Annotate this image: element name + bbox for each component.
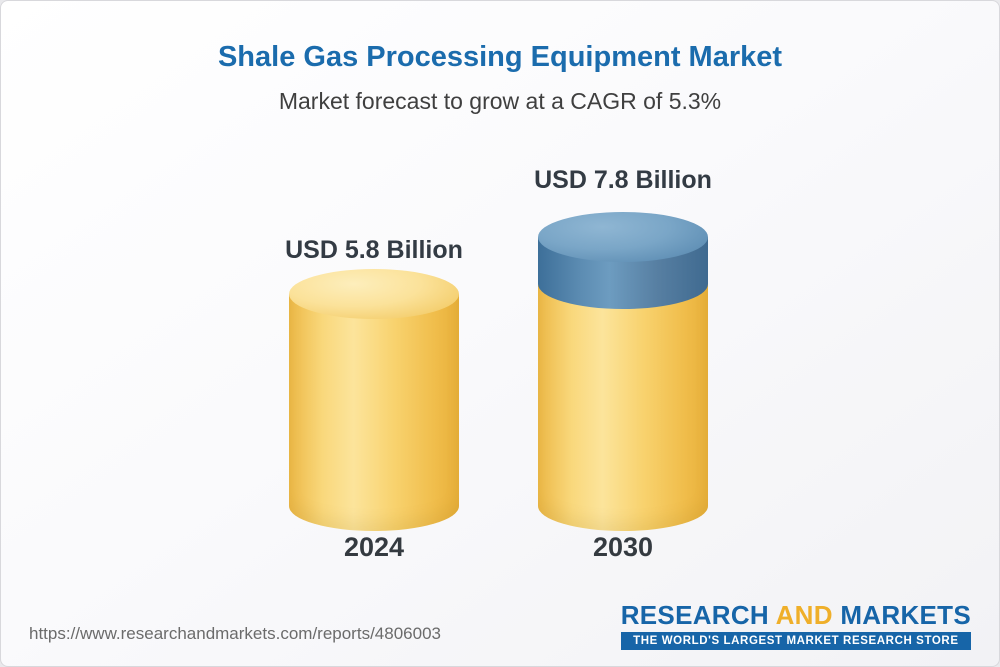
- logo-word-and: AND: [775, 599, 833, 630]
- logo-word-markets: MARKETS: [840, 599, 971, 630]
- chart-subtitle: Market forecast to grow at a CAGR of 5.3…: [278, 88, 722, 114]
- value-label-2030: USD 7.8 Billion: [534, 166, 712, 194]
- cylinder-top-ellipse-yellow: [289, 269, 459, 319]
- report-url-link[interactable]: https://www.researchandmarkets.com/repor…: [29, 624, 441, 643]
- bar-cylinder-2024: [289, 269, 459, 531]
- logo-tagline: THE WORLD'S LARGEST MARKET RESEARCH STOR…: [620, 632, 971, 650]
- x-axis-label-2024: 2024: [343, 532, 405, 562]
- logo-word-research: RESEARCH: [620, 599, 770, 630]
- logo-wordmark: RESEARCH AND MARKETS: [620, 599, 971, 630]
- cylinder-body-yellow: [538, 284, 708, 531]
- cylinder-body-yellow: [289, 294, 459, 531]
- cylinder-top-ellipse-blue: [538, 212, 708, 262]
- value-label-2024: USD 5.8 Billion: [285, 236, 463, 264]
- chart-title: Shale Gas Processing Equipment Market: [217, 41, 783, 73]
- research-and-markets-logo: RESEARCH AND MARKETS THE WORLD'S LARGEST…: [620, 599, 971, 650]
- x-axis-label-2030: 2030: [592, 532, 654, 562]
- bar-cylinder-2030: [538, 212, 708, 531]
